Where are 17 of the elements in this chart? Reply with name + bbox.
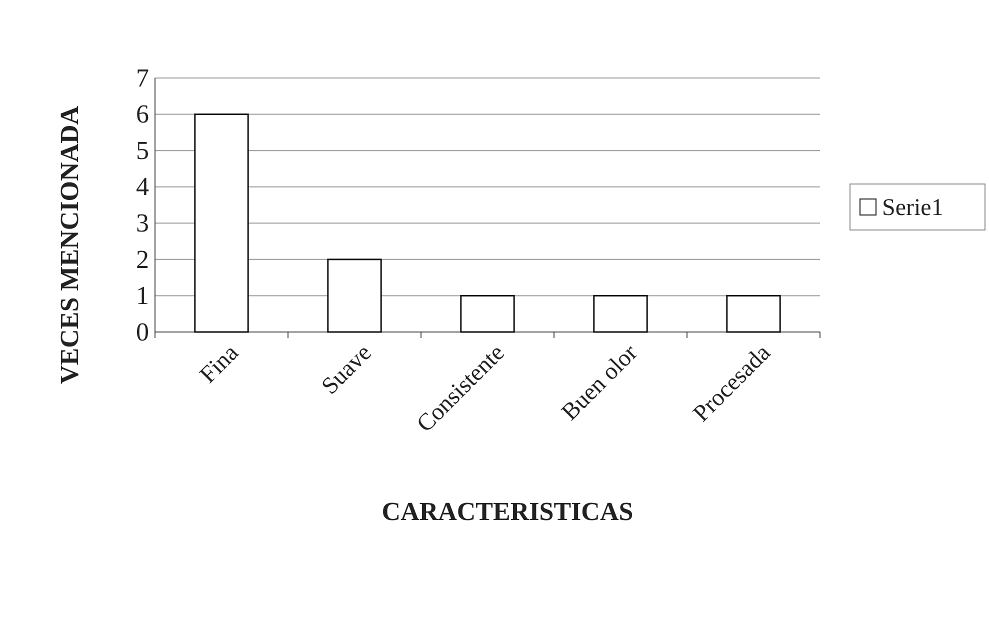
legend-label: Serie1 — [882, 195, 944, 221]
x-tick-label: Fina — [195, 340, 244, 388]
y-tick-label: 3 — [136, 208, 149, 238]
y-tick-label: 0 — [136, 317, 149, 346]
bar — [327, 258, 382, 333]
y-tick-label: 7 — [136, 63, 149, 92]
x-axis-title: CARACTERISTICAS — [382, 497, 634, 526]
bar — [593, 294, 648, 333]
y-tick-label: 4 — [136, 172, 149, 202]
bar — [460, 294, 515, 333]
y-tick-label: 1 — [136, 281, 149, 310]
y-tick-label: 2 — [136, 244, 149, 274]
bar — [726, 294, 781, 333]
y-axis-title: VECES MENCIONADA — [55, 106, 84, 384]
bar — [194, 114, 249, 333]
y-tick-label: 6 — [136, 100, 149, 129]
y-tick-label: 5 — [136, 136, 149, 165]
